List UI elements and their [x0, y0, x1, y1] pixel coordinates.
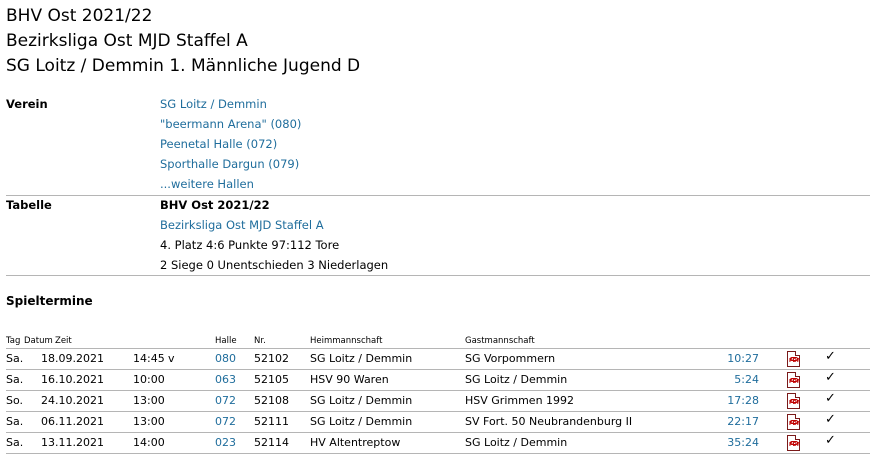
pdf-icon[interactable]: PDF — [787, 414, 800, 430]
cell-flag: v — [168, 352, 175, 365]
cell-gast: SG Loitz / Demmin — [465, 373, 568, 386]
checkmark-icon: ✓ — [825, 370, 836, 385]
checkmark-icon: ✓ — [825, 433, 836, 448]
tabelle-org: BHV Ost 2021/22 — [160, 198, 270, 212]
cell-datum: 24.10.2021 — [41, 394, 104, 407]
result-link[interactable]: 5:24 — [734, 373, 759, 386]
cell-tag: So. — [6, 394, 24, 407]
page-title-team: SG Loitz / Demmin 1. Männliche Jugend D — [6, 56, 361, 76]
pdf-icon[interactable]: PDF — [787, 351, 800, 367]
cell-datum: 13.11.2021 — [41, 436, 104, 449]
checkmark-icon: ✓ — [825, 412, 836, 427]
cell-gast: SV Fort. 50 Neubrandenburg II — [465, 415, 633, 428]
cell-zeit: 13:00 — [133, 394, 165, 407]
header-heim: Heimmannschaft — [310, 336, 383, 346]
cell-tag: Sa. — [6, 415, 24, 428]
cell-datum: 18.09.2021 — [41, 352, 104, 365]
header-halle: Halle — [215, 336, 237, 346]
header-tag: Tag — [6, 336, 21, 346]
result-link[interactable]: 35:24 — [727, 436, 759, 449]
cell-nr: 52108 — [254, 394, 289, 407]
table-row: Sa. 13.11.2021 14:00 023 52114 HV Altentrepto… — [6, 432, 870, 454]
hall-link[interactable]: 023 — [215, 436, 236, 449]
divider — [6, 195, 870, 196]
cell-nr: 52105 — [254, 373, 289, 386]
header-zeit: Zeit — [55, 336, 72, 346]
header-nr: Nr. — [254, 336, 266, 346]
cell-nr: 52102 — [254, 352, 289, 365]
club-link[interactable]: SG Loitz / Demmin — [160, 97, 267, 111]
cell-heim: HV Altentreptow — [310, 436, 401, 449]
schedule-title: Spieltermine — [6, 294, 93, 308]
cell-gast: SG Vorpommern — [465, 352, 556, 365]
result-link[interactable]: 22:17 — [727, 415, 759, 428]
hall-link[interactable]: 080 — [215, 352, 236, 365]
cell-gast: SG Loitz / Demmin — [465, 436, 568, 449]
cell-tag: Sa. — [6, 352, 24, 365]
cell-nr: 52114 — [254, 436, 289, 449]
checkmark-icon: ✓ — [825, 391, 836, 406]
cell-gast: HSV Grimmen 1992 — [465, 394, 575, 407]
cell-zeit: 10:00 — [133, 373, 165, 386]
result-link[interactable]: 10:27 — [727, 352, 759, 365]
divider — [6, 275, 870, 276]
tabelle-record: 2 Siege 0 Unentschieden 3 Niederlagen — [160, 258, 389, 272]
hall-link-079[interactable]: Sporthalle Dargun (079) — [160, 157, 300, 171]
hall-link-072[interactable]: Peenetal Halle (072) — [160, 137, 278, 151]
hall-link[interactable]: 072 — [215, 394, 236, 407]
page-titles: BHV Ost 2021/22 Bezirksliga Ost MJD Staf… — [6, 4, 360, 79]
header-datum: Datum — [24, 336, 53, 346]
cell-heim: SG Loitz / Demmin — [310, 394, 413, 407]
cell-heim: SG Loitz / Demmin — [310, 415, 413, 428]
page-title-association: BHV Ost 2021/22 — [6, 6, 153, 26]
league-link[interactable]: Bezirksliga Ost MJD Staffel A — [160, 218, 324, 232]
table-row: Sa. 16.10.2021 10:00 063 52105 HSV 90 Waren SG… — [6, 369, 870, 390]
pdf-icon[interactable]: PDF — [787, 393, 800, 409]
more-halls-link[interactable]: ...weitere Hallen — [160, 177, 254, 191]
table-row: So. 24.10.2021 13:00 072 52108 SG Loitz / Dem… — [6, 390, 870, 411]
verein-label: Verein — [6, 97, 48, 111]
header-gast: Gastmannschaft — [465, 336, 535, 346]
cell-heim: SG Loitz / Demmin — [310, 352, 413, 365]
result-link[interactable]: 17:28 — [727, 394, 759, 407]
cell-zeit: 14:00 — [133, 436, 165, 449]
checkmark-icon: ✓ — [825, 349, 836, 364]
schedule-table: Tag Datum Zeit Halle Nr. Heimmannschaft … — [6, 332, 870, 454]
page-title-league: Bezirksliga Ost MJD Staffel A — [6, 31, 248, 51]
cell-datum: 16.10.2021 — [41, 373, 104, 386]
cell-heim: HSV 90 Waren — [310, 373, 389, 386]
schedule-header: Tag Datum Zeit Halle Nr. Heimmannschaft … — [6, 332, 870, 348]
cell-tag: Sa. — [6, 436, 24, 449]
cell-zeit: 13:00 — [133, 415, 165, 428]
cell-zeit: 14:45 — [133, 352, 165, 365]
pdf-icon[interactable]: PDF — [787, 372, 800, 388]
tabelle-label: Tabelle — [6, 198, 52, 212]
cell-nr: 52111 — [254, 415, 289, 428]
pdf-icon[interactable]: PDF — [787, 435, 800, 451]
hall-link[interactable]: 063 — [215, 373, 236, 386]
cell-datum: 06.11.2021 — [41, 415, 104, 428]
hall-link-080[interactable]: "beermann Arena" (080) — [160, 117, 302, 131]
tabelle-placing: 4. Platz 4:6 Punkte 97:112 Tore — [160, 238, 340, 252]
table-row: Sa. 18.09.2021 14:45 v 080 52102 SG Loitz / De… — [6, 348, 870, 369]
cell-tag: Sa. — [6, 373, 24, 386]
hall-link[interactable]: 072 — [215, 415, 236, 428]
table-row: Sa. 06.11.2021 13:00 072 52111 SG Loitz / Dem… — [6, 411, 870, 432]
